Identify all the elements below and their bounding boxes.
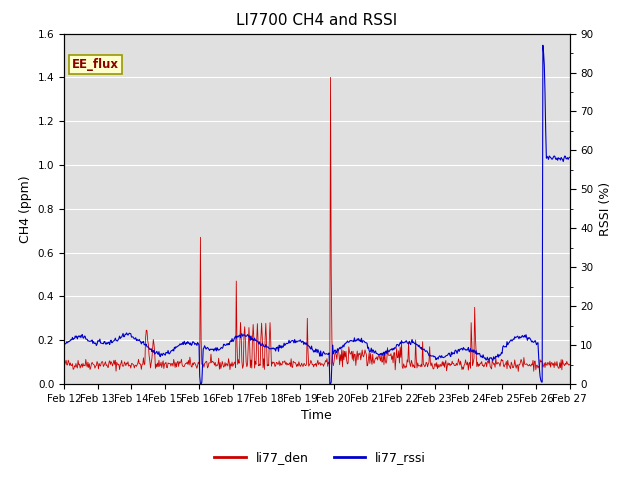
Text: EE_flux: EE_flux [72,58,118,71]
li77_den [379,359,387,365]
li77_den [60,360,68,366]
li77_den [394,355,401,360]
li77_rssi [196,381,204,387]
li77_rssi [60,342,68,348]
li77_den [69,366,77,372]
li77_den [122,360,129,366]
li77_den [515,369,522,374]
li77_den [326,74,334,80]
Line: li77_rssi: li77_rssi [64,45,570,384]
X-axis label: Time: Time [301,409,332,422]
Title: LI7700 CH4 and RSSI: LI7700 CH4 and RSSI [236,13,397,28]
li77_rssi [394,342,401,348]
li77_rssi [200,345,208,351]
li77_den [200,361,207,367]
li77_rssi [539,42,547,48]
Y-axis label: CH4 (ppm): CH4 (ppm) [19,175,32,242]
li77_den [173,364,180,370]
li77_rssi [173,344,180,350]
li77_rssi [566,155,573,160]
Y-axis label: RSSI (%): RSSI (%) [598,182,612,236]
li77_rssi [379,352,387,358]
li77_den [566,361,573,367]
li77_rssi [122,332,129,337]
Line: li77_den: li77_den [64,77,570,372]
li77_rssi [69,336,77,342]
Legend: li77_den, li77_rssi: li77_den, li77_rssi [209,446,431,469]
